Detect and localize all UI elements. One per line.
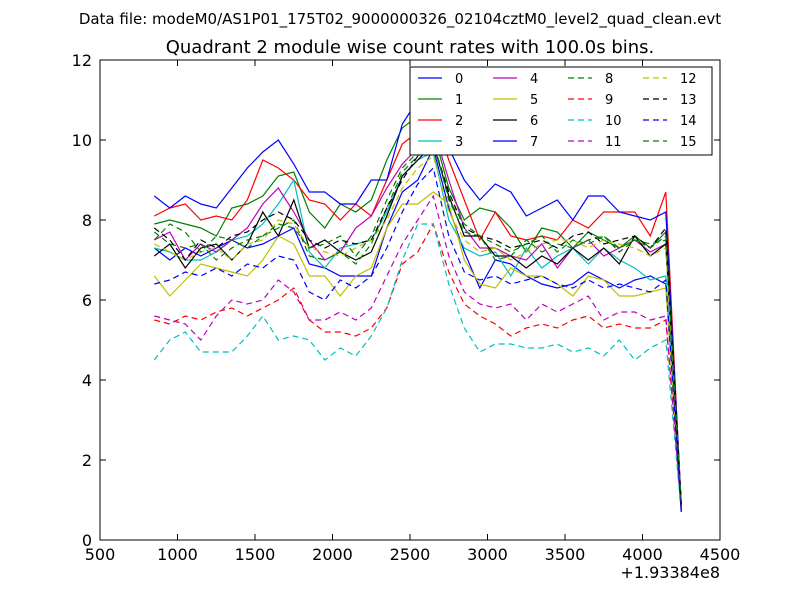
y-tick-label: 4 [82, 371, 92, 390]
legend-label-8: 8 [605, 72, 613, 87]
series-line-14 [154, 166, 682, 513]
series-line-12 [154, 154, 682, 509]
legend-label-4: 4 [530, 72, 538, 87]
legend-frame [409, 66, 713, 156]
y-tick-label: 12 [72, 51, 92, 70]
legend-label-11: 11 [605, 135, 622, 150]
x-offset-label: +1.93384e8 [620, 563, 720, 582]
series-line-10 [153, 223, 682, 513]
x-tick-label: 4500 [700, 545, 741, 564]
legend-label-15: 15 [680, 135, 697, 150]
legend-label-9: 9 [605, 93, 613, 108]
legend-label-3: 3 [455, 135, 463, 150]
y-tick-label: 0 [82, 531, 92, 550]
legend-label-6: 6 [530, 114, 538, 129]
series-line-5 [153, 191, 682, 513]
legend-label-13: 13 [680, 93, 697, 108]
y-tick-label: 10 [72, 131, 92, 150]
x-tick-label: 2000 [312, 545, 353, 564]
x-tick-label: 500 [85, 545, 116, 564]
legend-label-12: 12 [680, 72, 697, 87]
x-tick-label: 4000 [622, 545, 663, 564]
series-line-8 [153, 138, 682, 509]
ticks-layer: 500 1000 1500 2000 2500 3000 3500 4000 4500 0 2 4 6 8… [72, 51, 741, 564]
x-tick-label: 2500 [390, 545, 431, 564]
series-line-11 [154, 194, 682, 513]
figure-supertitle: Data file: modeM0/AS1P01_175T02_90000003… [79, 10, 721, 29]
legend-label-0: 0 [455, 72, 463, 87]
legend-label-1: 1 [455, 93, 463, 108]
y-tick-label: 2 [82, 451, 92, 470]
y-tick-label: 6 [82, 291, 92, 310]
legend-label-7: 7 [530, 135, 538, 150]
legend-label-10: 10 [605, 114, 622, 129]
series-line-9 [154, 222, 682, 509]
y-tick-label: 8 [82, 211, 92, 230]
x-tick-label: 3500 [545, 545, 586, 564]
x-tick-label: 1000 [157, 545, 198, 564]
legend-label-5: 5 [530, 93, 538, 108]
legend-label-2: 2 [455, 114, 463, 129]
x-tick-label: 1500 [235, 545, 276, 564]
legend-label-14: 14 [680, 114, 697, 129]
chart-title: Quadrant 2 module wise count rates with … [166, 37, 655, 58]
x-tick-label: 3000 [467, 545, 508, 564]
